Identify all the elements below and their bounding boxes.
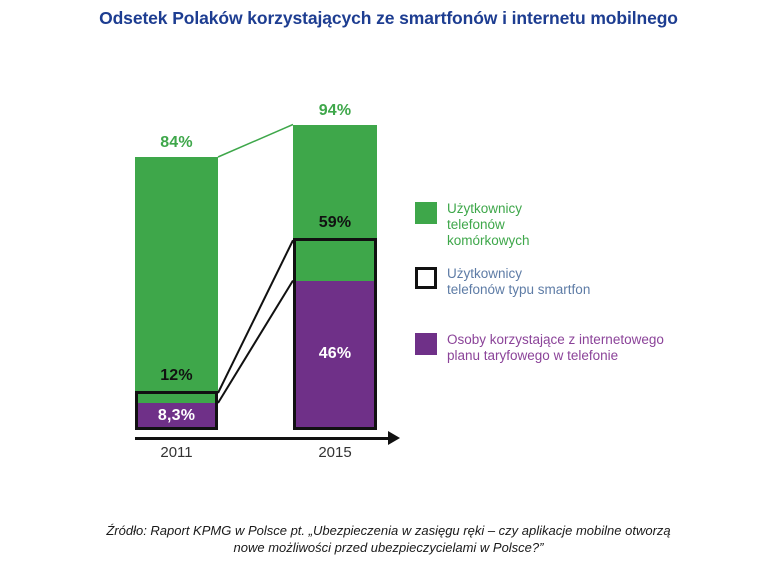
legend-label-mobile-internet-users: Osoby korzystające z internetowego planu… <box>447 332 664 363</box>
legend-label-mobile-phone-users: Użytkownicy telefonów komórkowych <box>447 201 530 248</box>
value-label-2011-mobile-phone: 84% <box>160 134 193 151</box>
legend-swatch-green-icon <box>415 202 437 224</box>
legend-item-mobile-phone-users: Użytkownicy telefonów komórkowych <box>415 201 530 249</box>
value-label-2011-mobile-internet: 8,3% <box>157 406 196 424</box>
source-citation: Źródło: Raport KPMG w Polsce pt. „Ubezpi… <box>0 522 777 556</box>
value-label-2015-mobile-phone: 94% <box>318 101 352 119</box>
legend-swatch-outline-icon <box>415 267 437 289</box>
bar-2011-smartphone-users-outline <box>135 391 218 430</box>
bar-2015-mobile-internet-users <box>293 280 377 430</box>
x-axis-arrowhead-icon <box>388 431 400 445</box>
legend-item-smartphone-users: Użytkownicy telefonów typu smartfon <box>415 266 590 298</box>
bar-2011-mobile-internet-users <box>135 403 218 430</box>
legend-swatch-purple-icon <box>415 333 437 355</box>
value-label-2015-smartphone: 59% <box>318 214 352 232</box>
legend-label-smartphone-users: Użytkownicy telefonów typu smartfon <box>447 266 591 297</box>
connector-mobile-internet-line <box>217 279 294 404</box>
legend-item-mobile-internet-users: Osoby korzystające z internetowego planu… <box>415 332 664 364</box>
x-tick-label-2011: 2011 <box>160 444 193 461</box>
value-label-2015-mobile-internet: 46% <box>318 345 352 363</box>
x-tick-label-2015: 2015 <box>318 444 352 461</box>
connector-smartphone-users-line <box>217 239 294 394</box>
bar-2015-smartphone-users-outline <box>293 238 377 430</box>
source-line-1: Źródło: Raport KPMG w Polsce pt. „Ubezpi… <box>106 523 671 538</box>
chart-title: Odsetek Polaków korzystających ze smartf… <box>99 8 678 28</box>
bar-2011-mobile-phone-users <box>135 157 218 430</box>
connector-mobile-users-line <box>217 123 294 158</box>
x-axis-line <box>135 437 388 440</box>
value-label-2011-smartphone: 12% <box>160 367 193 384</box>
source-line-2: nowe możliwości przed ubezpieczycielami … <box>233 540 544 555</box>
